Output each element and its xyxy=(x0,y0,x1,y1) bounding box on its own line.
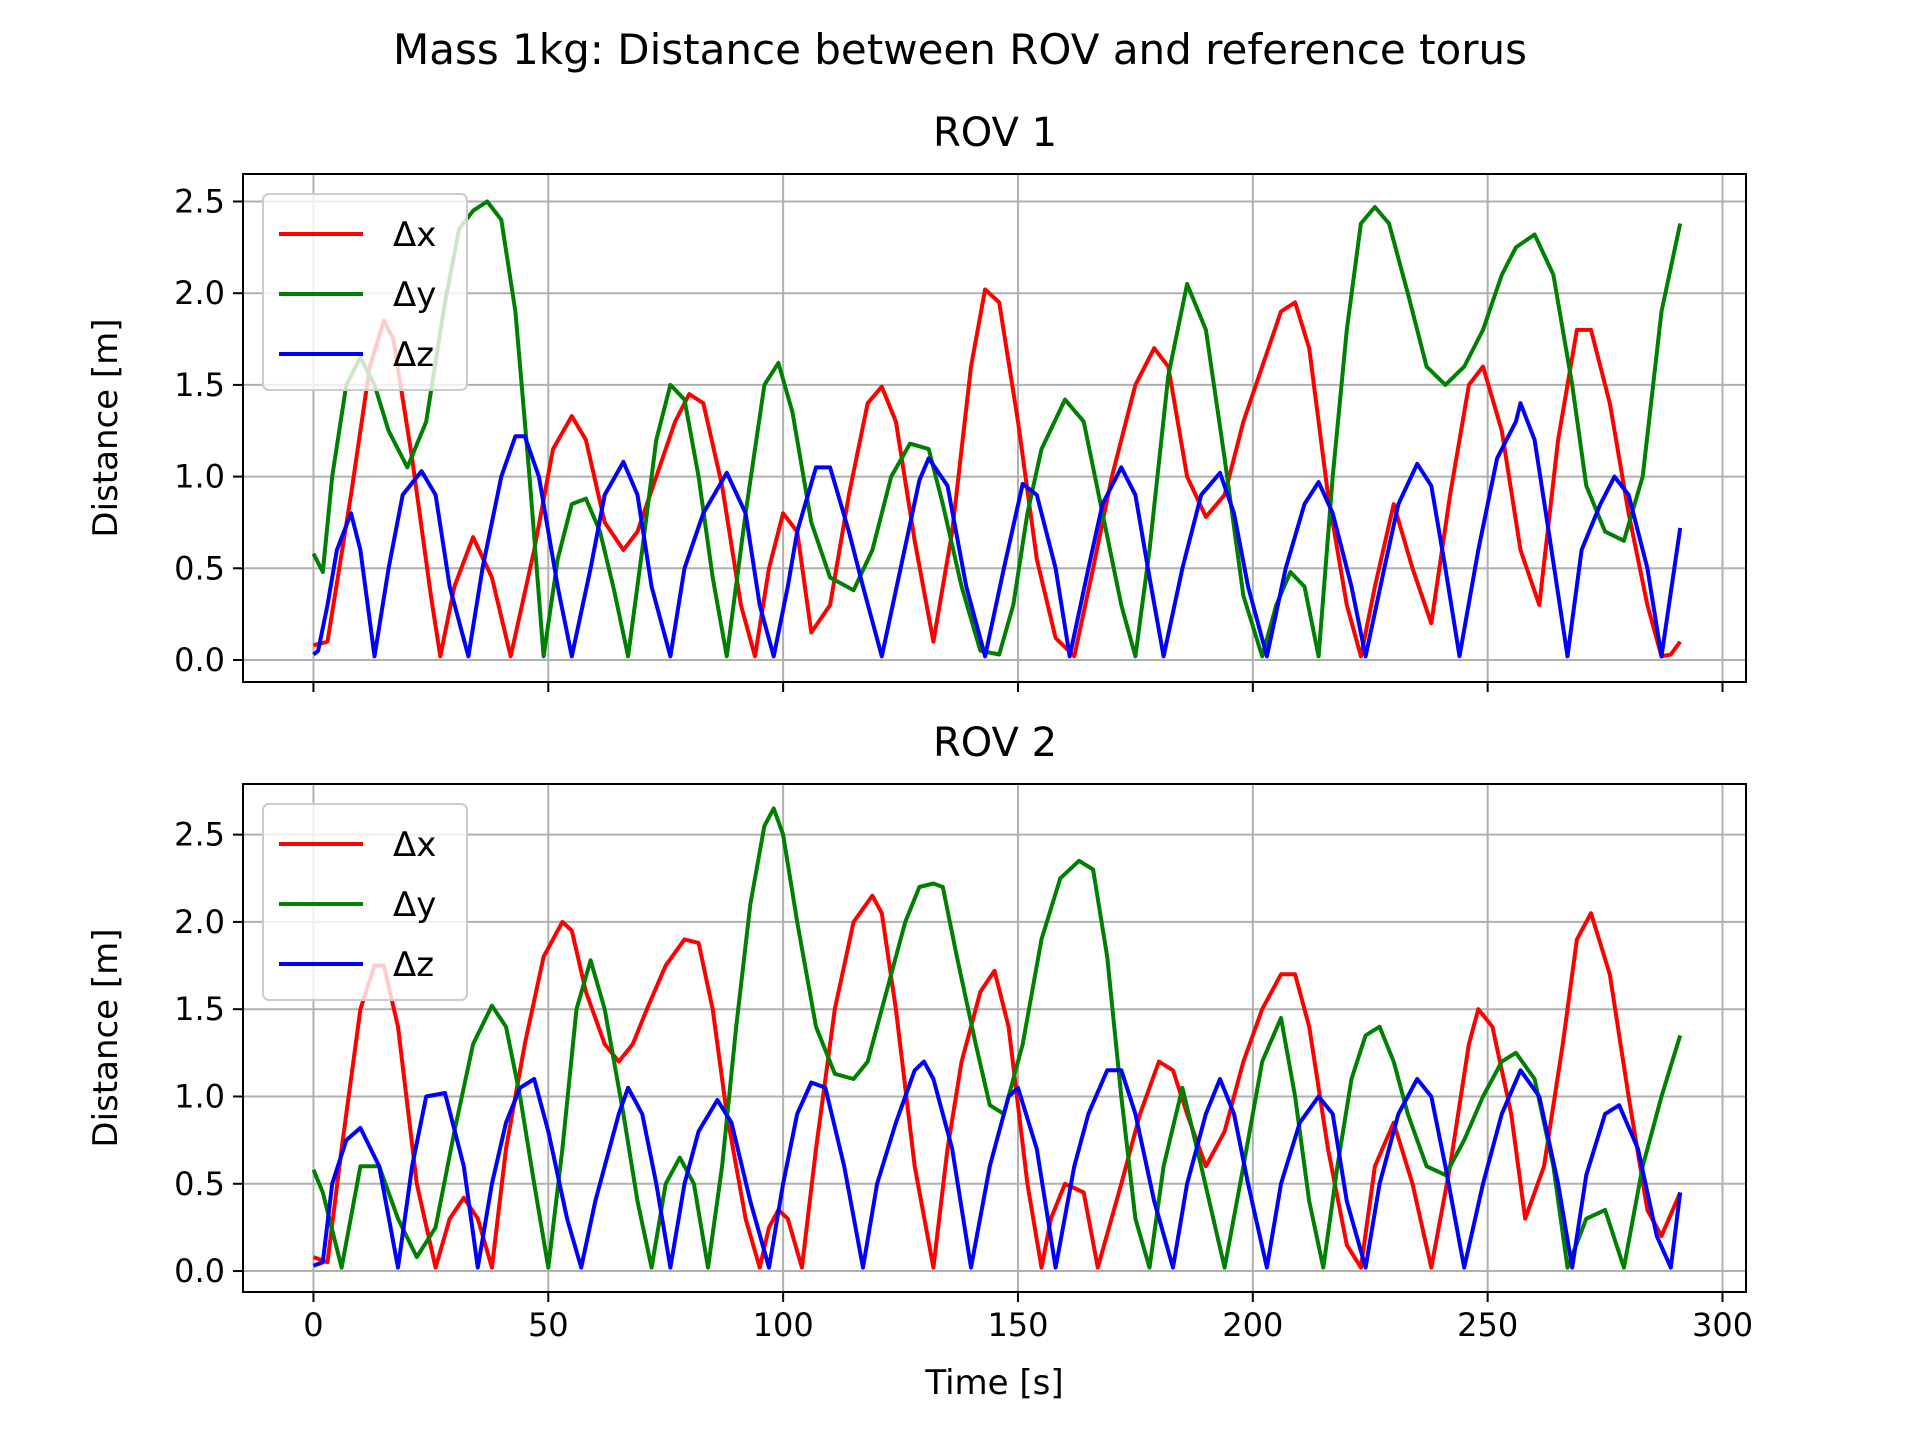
y-axis-label-rov-1: Distance [m] xyxy=(86,318,126,537)
ticks-rov-2: 0 50 100 150 200 250 300 0.0 0.5 1.0 1.5 2.0 2.5 xyxy=(174,816,1753,1344)
series-line-dz-rov-2 xyxy=(312,1059,1683,1270)
legend-rov-2: Δx Δy Δz xyxy=(262,803,468,1001)
y-tick-label: 2.5 xyxy=(174,183,225,221)
axes-frame-rov-1 xyxy=(242,173,1747,683)
legend-box xyxy=(262,193,468,391)
series-line-dy-rov-1 xyxy=(311,199,1683,659)
x-tick-label: 50 xyxy=(528,1306,569,1344)
y-tick-label: 1.0 xyxy=(174,1077,225,1115)
legend-label: Δz xyxy=(393,335,434,375)
y-tick-label: 2.5 xyxy=(174,816,225,854)
y-tick-label: 0.5 xyxy=(174,1165,225,1203)
axes-frame-rov-2 xyxy=(242,783,1747,1293)
grid-rov-1 xyxy=(243,174,1746,682)
axes-rov-1: ROV 1 0.0 0.5 1.0 1.5 2.0 2.5 Distance [m] Δx… xyxy=(86,110,1747,692)
legend-label: Δz xyxy=(393,945,434,985)
y-tick-label: 2.0 xyxy=(174,274,225,312)
x-tick-label: 0 xyxy=(303,1306,323,1344)
axes-title-rov-2: ROV 2 xyxy=(933,720,1057,766)
y-tick-label: 0.0 xyxy=(174,641,225,679)
y-tick-label: 1.5 xyxy=(174,366,225,404)
x-tick-label: 200 xyxy=(1222,1306,1283,1344)
series-line-dx-rov-2 xyxy=(312,893,1683,1270)
axes-rov-2: ROV 2 0 50 100 150 200 250 300 0.0 0.5 1.0 1.5 2.0 2… xyxy=(86,720,1753,1403)
y-tick-label: 1.0 xyxy=(174,458,225,496)
series-rov-2 xyxy=(311,806,1683,1270)
axes-title-rov-1: ROV 1 xyxy=(933,110,1057,156)
x-tick-label: 300 xyxy=(1692,1306,1753,1344)
y-tick-label: 0.0 xyxy=(174,1252,225,1290)
legend-label: Δx xyxy=(393,825,436,865)
y-tick-label: 2.0 xyxy=(174,903,225,941)
figure-title: Mass 1kg: Distance between ROV and refer… xyxy=(393,25,1527,74)
y-tick-label: 0.5 xyxy=(174,549,225,587)
series-line-dz-rov-1 xyxy=(312,401,1683,659)
x-axis-label-rov-2: Time [s] xyxy=(924,1363,1063,1403)
legend-label: Δx xyxy=(393,215,436,255)
legend-label: Δy xyxy=(393,885,436,925)
series-line-dx-rov-1 xyxy=(313,287,1682,659)
series-rov-1 xyxy=(311,199,1683,659)
y-axis-label-rov-2: Distance [m] xyxy=(86,928,126,1147)
ticks-rov-1: 0.0 0.5 1.0 1.5 2.0 2.5 xyxy=(174,183,1724,692)
x-tick-label: 250 xyxy=(1457,1306,1518,1344)
x-tick-label: 100 xyxy=(753,1306,814,1344)
y-tick-label: 1.5 xyxy=(174,990,225,1028)
x-tick-label: 150 xyxy=(987,1306,1048,1344)
legend-label: Δy xyxy=(393,275,436,315)
series-line-dy-rov-2 xyxy=(311,806,1683,1270)
legend-box xyxy=(262,803,468,1001)
legend-rov-1: Δx Δy Δz xyxy=(262,193,468,391)
